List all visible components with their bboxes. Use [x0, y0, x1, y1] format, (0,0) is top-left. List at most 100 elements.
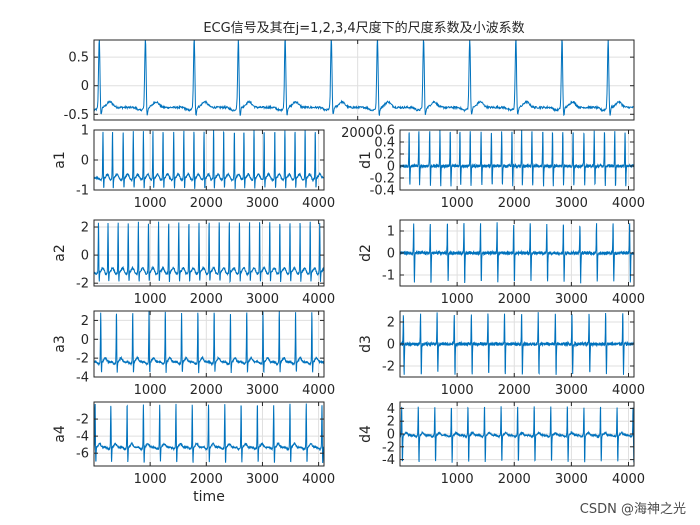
watermark: CSDN @海神之光 — [579, 502, 686, 517]
axes-box — [93, 401, 325, 467]
y-tick-label: 1 — [387, 225, 395, 240]
x-tick-label: 1000 — [134, 196, 167, 211]
y-tick-label: 0 — [81, 333, 89, 348]
x-tick-label: 1000 — [441, 383, 474, 398]
x-tick-label: 4000 — [302, 383, 335, 398]
x-axis-label: time — [193, 489, 225, 505]
x-tick-label: 3000 — [246, 472, 279, 487]
y-tick-label: 0 — [81, 79, 89, 94]
x-tick-label: 3000 — [246, 383, 279, 398]
axes-d3: 1000 2000 3000 4000 2 0 -2 d3 — [358, 310, 645, 398]
x-tick-label: 4000 — [612, 383, 645, 398]
axes-a3: 1000 2000 3000 4000 2 0 -2 -4 a3 — [52, 310, 335, 398]
axes-d1: 1000 2000 3000 4000 0.60.40.20-0.2-0.4 d1 — [358, 124, 645, 212]
y-tick-label: -2 — [76, 352, 89, 367]
y-tick-label: 4 — [387, 402, 395, 417]
x-tick-label: 1000 — [134, 292, 167, 307]
y-tick-label: 0 — [81, 249, 89, 264]
axes-d2: 1000 2000 3000 4000 1 0 -1 d2 — [358, 219, 645, 307]
axes-box — [93, 39, 635, 121]
x-tick-label: 4000 — [302, 196, 335, 211]
y-tick-label: 0.5 — [68, 51, 89, 66]
x-tick-label: 3000 — [555, 196, 588, 211]
y-axis-label: d4 — [358, 425, 374, 443]
x-tick-label: 1000 — [441, 196, 474, 211]
plot-area — [400, 130, 634, 190]
x-tick-label: 3000 — [555, 472, 588, 487]
x-tick-label: 4000 — [302, 472, 335, 487]
x-tick-label: 2000 — [498, 383, 531, 398]
axes-a1: 1000 2000 3000 4000 1 0 -1 a1 — [52, 124, 335, 212]
chart-title: ECG信号及其在j=1,2,3,4尺度下的尺度系数及小波系数 — [203, 20, 524, 36]
x-tick-label: 2000 — [190, 472, 223, 487]
y-tick-label: 2 — [81, 221, 89, 236]
y-tick-label: -6 — [76, 447, 89, 462]
y-tick-label: -4 — [382, 453, 395, 468]
x-tick-label: 2000 — [341, 126, 374, 141]
x-tick-label: 4000 — [302, 292, 335, 307]
y-tick-label: -2 — [382, 360, 395, 375]
axes-box — [93, 219, 325, 287]
axes-a4: 1000 2000 3000 4000 -2 -4 -6 a4 time — [52, 401, 335, 505]
axes-a2: 1000 2000 3000 4000 2 0 -2 a2 — [52, 219, 335, 307]
y-axis-label: a2 — [52, 244, 68, 262]
series-line-a4 — [94, 403, 324, 464]
series-line-signal — [94, 40, 634, 117]
x-tick-label: 1000 — [441, 472, 474, 487]
y-axis-label: a1 — [52, 151, 68, 169]
x-tick-label: 3000 — [555, 292, 588, 307]
series-line-d3 — [400, 312, 634, 376]
y-tick-label: -2 — [76, 277, 89, 292]
y-tick-label: -0.4 — [370, 184, 395, 199]
series-line-a3 — [94, 311, 324, 374]
y-tick-label: 0 — [387, 428, 395, 443]
y-axis-label: a3 — [52, 335, 68, 353]
axes-d4: 1000 2000 3000 4000 420-2-4 d4 — [358, 401, 645, 487]
y-tick-label: 0 — [387, 247, 395, 262]
axes-box — [93, 310, 325, 378]
x-tick-label: 3000 — [555, 383, 588, 398]
x-tick-label: 1000 — [134, 472, 167, 487]
y-tick-label: 2 — [387, 316, 395, 331]
y-tick-label: 2 — [387, 415, 395, 430]
x-tick-label: 2000 — [190, 292, 223, 307]
x-tick-label: 2000 — [190, 383, 223, 398]
y-tick-label: 0 — [387, 160, 395, 175]
series-line-d4 — [400, 406, 634, 463]
y-tick-label: 0.6 — [374, 124, 395, 139]
y-tick-label: -0.2 — [370, 172, 395, 187]
y-tick-label: 1 — [81, 124, 89, 139]
series-line-a1 — [94, 130, 324, 189]
y-tick-label: -2 — [382, 440, 395, 455]
axes-box — [399, 129, 635, 191]
y-axis-label: d3 — [358, 335, 374, 353]
x-tick-label: 3000 — [246, 196, 279, 211]
y-axis-label: d1 — [358, 151, 374, 169]
y-tick-label: 0.4 — [374, 136, 395, 151]
series-line-d2 — [400, 222, 634, 284]
y-tick-label: -1 — [76, 184, 89, 199]
axes-signal: 2000 0.5 0 -0.5 ECG信号及其在j=1,2,3,4尺度下的尺度系数及小波… — [64, 20, 635, 141]
x-tick-label: 4000 — [612, 292, 645, 307]
y-tick-label: 0 — [81, 154, 89, 169]
x-tick-label: 2000 — [498, 196, 531, 211]
x-tick-label: 2000 — [498, 472, 531, 487]
series-line-a2 — [94, 221, 324, 284]
x-tick-label: 1000 — [134, 383, 167, 398]
y-tick-label: 0 — [387, 338, 395, 353]
y-tick-label: -1 — [382, 269, 395, 284]
y-tick-label: -4 — [76, 371, 89, 386]
x-tick-label: 3000 — [246, 292, 279, 307]
y-axis-label: d2 — [358, 244, 374, 262]
x-tick-label: 1000 — [441, 292, 474, 307]
y-tick-label: 0.2 — [374, 148, 395, 163]
x-tick-label: 2000 — [190, 196, 223, 211]
y-tick-label: -2 — [76, 413, 89, 428]
y-tick-label: 2 — [81, 314, 89, 329]
x-tick-label: 4000 — [612, 196, 645, 211]
x-tick-label: 2000 — [498, 292, 531, 307]
y-tick-label: -0.5 — [64, 108, 89, 123]
y-tick-label: -4 — [76, 430, 89, 445]
x-tick-label: 4000 — [612, 472, 645, 487]
